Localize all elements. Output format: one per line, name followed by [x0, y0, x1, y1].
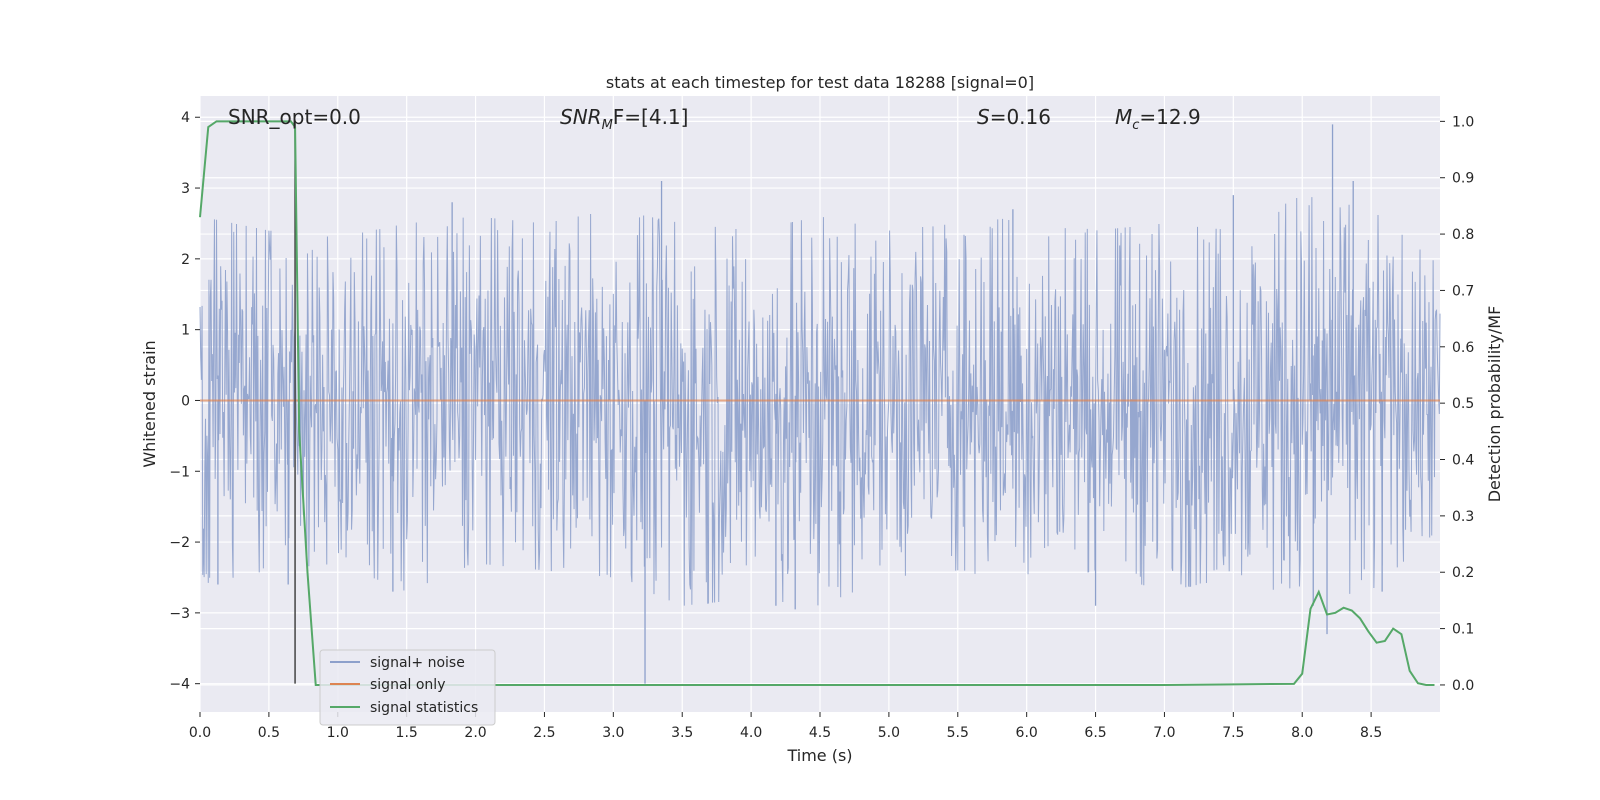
annotation-mc-main: M — [1115, 105, 1132, 129]
y-right-tick-label: 0.8 — [1452, 227, 1474, 243]
y-right-tick-label: 0.0 — [1452, 678, 1474, 694]
annotation-s-main: S — [977, 105, 990, 129]
legend-entry-signal-only: signal only — [370, 677, 445, 693]
y-left-tick-label: 3 — [181, 181, 190, 197]
y-left-tick-label: 2 — [181, 252, 190, 268]
x-axis-ticks: 0.0 0.5 1.0 1.5 2.0 2.5 3.0 3.5 4.0 4.5 5.0 5.5 6.0 6… — [189, 712, 1382, 741]
y-left-axis-ticks: 4 3 2 1 0 −1 −2 −3 −4 — [169, 110, 200, 693]
y-left-tick-label: −4 — [169, 677, 190, 693]
chart-title: stats at each timestep for test data 182… — [606, 73, 1034, 92]
x-tick-label: 2.5 — [533, 725, 555, 741]
y-right-tick-label: 0.1 — [1452, 622, 1474, 638]
noise-trace — [199, 197, 1441, 606]
annotation-s-rest: =0.16 — [990, 105, 1051, 129]
annotation-mc: Mc=12.9 — [1115, 105, 1201, 133]
legend-entry-statistics: signal statistics — [370, 700, 478, 716]
x-tick-label: 8.5 — [1360, 725, 1382, 741]
x-axis-label: Time (s) — [786, 746, 852, 765]
annotation-s: S=0.16 — [977, 105, 1051, 129]
y-right-axis-ticks: 1.0 0.9 0.8 0.7 0.6 0.5 0.4 0.3 0.2 0.1 0.0 — [1440, 114, 1474, 694]
statistics-line — [199, 120, 1435, 686]
x-tick-label: 5.5 — [947, 725, 969, 741]
annotation-mc-rest: =12.9 — [1139, 105, 1200, 129]
y-left-tick-label: 4 — [181, 110, 190, 126]
y-left-axis-label: Whitened strain — [140, 340, 159, 467]
annotation-snr-mf-rest: F=[4.1] — [613, 105, 689, 129]
y-right-axis-label: Detection probability/MF — [1485, 306, 1504, 503]
y-right-tick-label: 0.9 — [1452, 171, 1474, 187]
x-tick-label: 0.5 — [258, 725, 280, 741]
x-tick-label: 6.0 — [1016, 725, 1038, 741]
y-right-tick-label: 0.5 — [1452, 396, 1474, 412]
x-tick-label: 7.0 — [1153, 725, 1175, 741]
legend: signal+ noise signal only signal statist… — [319, 649, 496, 726]
legend-box — [319, 649, 496, 726]
series-signal-statistics — [199, 120, 1435, 686]
x-tick-label: 6.5 — [1084, 725, 1106, 741]
legend-entry-noise: signal+ noise — [370, 655, 465, 671]
x-tick-label: 4.0 — [740, 725, 762, 741]
x-tick-label: 3.5 — [671, 725, 693, 741]
annotation-snr-mf: SNRMF=[4.1] — [560, 105, 688, 133]
x-tick-label: 3.0 — [602, 725, 624, 741]
x-tick-label: 1.5 — [396, 725, 418, 741]
annotation-snr-mf-sub: M — [602, 118, 613, 133]
series-signal-noise — [199, 124, 1441, 684]
y-right-tick-label: 0.3 — [1452, 509, 1474, 525]
x-tick-label: 7.5 — [1222, 725, 1244, 741]
y-right-tick-label: 0.7 — [1452, 283, 1474, 299]
x-tick-label: 2.0 — [464, 725, 486, 741]
y-right-tick-label: 1.0 — [1452, 114, 1474, 130]
y-right-tick-label: 0.2 — [1452, 565, 1474, 581]
x-tick-label: 1.0 — [327, 725, 349, 741]
x-tick-label: 8.0 — [1291, 725, 1313, 741]
x-tick-label: 0.0 — [189, 725, 211, 741]
x-tick-label: 4.5 — [809, 725, 831, 741]
y-left-tick-label: 1 — [181, 323, 190, 339]
y-right-tick-label: 0.6 — [1452, 340, 1474, 356]
y-right-tick-label: 0.4 — [1452, 453, 1474, 469]
y-left-tick-label: −2 — [169, 535, 190, 551]
annotation-snr-opt: SNR_opt=0.0 — [228, 105, 361, 129]
y-left-tick-label: −1 — [169, 464, 190, 480]
annotation-mc-sub: c — [1132, 118, 1139, 133]
x-tick-label: 5.0 — [878, 725, 900, 741]
y-left-tick-label: −3 — [169, 606, 190, 622]
y-left-tick-label: 0 — [181, 393, 190, 409]
annotation-snr-mf-main: SNR — [560, 105, 602, 129]
